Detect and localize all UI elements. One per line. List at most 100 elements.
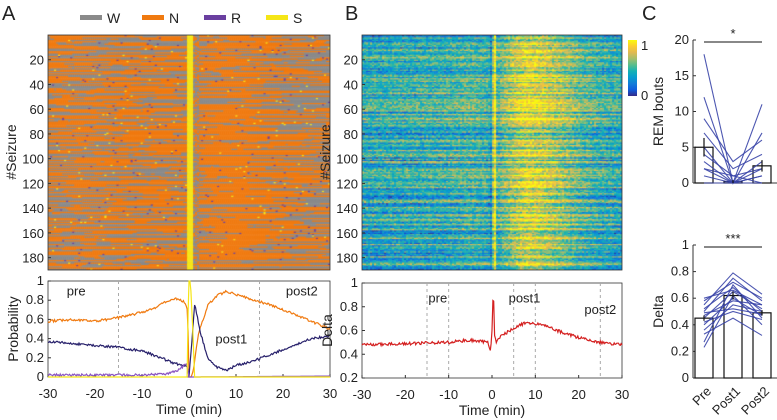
legend-swatch-R	[204, 15, 226, 20]
colorbar	[628, 40, 637, 96]
x-tick-label: -10	[133, 386, 152, 401]
subject-line	[703, 310, 763, 323]
y-tick-label: 0.4	[340, 346, 358, 361]
x-tick-label: 10	[528, 387, 542, 402]
bar-Pre	[694, 317, 714, 379]
y-tick-label: 0.2	[671, 343, 689, 358]
y-tick-label: 20	[30, 53, 44, 68]
significance-stars: ***	[725, 231, 740, 246]
y-tick-label: 0.6	[340, 323, 358, 338]
heatmap-frame	[361, 34, 623, 271]
y-tick-label: 120	[336, 176, 358, 191]
y-axis-label: Delta	[319, 314, 335, 347]
y-tick-label: 180	[336, 251, 358, 266]
subject-line	[703, 118, 763, 163]
x-tick-label: 20	[571, 387, 585, 402]
x-tick-label: -20	[86, 386, 105, 401]
y-axis-label: #Seizure	[3, 124, 19, 179]
x-tick-label: 0	[488, 387, 495, 402]
y-tick-label: 0.8	[26, 292, 44, 307]
y-axis-label: Probability	[5, 296, 21, 361]
y-tick-label: 120	[22, 176, 44, 191]
bar-Post2	[752, 312, 772, 379]
y-tick-label: 1	[37, 273, 44, 288]
x-tick-label-Post1: Post1	[709, 384, 743, 418]
x-tick-label: 30	[615, 387, 629, 402]
x-tick-label: 0	[185, 386, 192, 401]
y-tick-label: 1	[351, 275, 358, 290]
x-tick-label: -30	[353, 387, 372, 402]
legend-swatch-W	[80, 15, 102, 20]
subject-line	[703, 286, 763, 312]
y-tick-label: 0.2	[340, 370, 358, 385]
y-tick-label: 0.6	[671, 290, 689, 305]
x-axis-label: Time (min)	[459, 402, 525, 418]
subject-line	[703, 289, 763, 306]
legend-swatch-S	[266, 15, 288, 20]
x-tick-label-Post2: Post2	[738, 384, 772, 418]
x-tick-label: -30	[39, 386, 58, 401]
legend-swatch-N	[142, 15, 164, 20]
significance-stars: *	[730, 26, 735, 41]
subject-line	[703, 168, 763, 184]
y-tick-label: 160	[22, 226, 44, 241]
x-tick-label: -10	[439, 387, 458, 402]
epoch-label-post1: post1	[509, 290, 541, 305]
x-tick-label: 10	[229, 386, 243, 401]
epoch-label-post1: post1	[215, 332, 247, 347]
subject-line	[703, 132, 763, 170]
legend-label-N: N	[169, 10, 179, 26]
y-tick-label: 140	[336, 201, 358, 216]
legend-label-R: R	[231, 10, 241, 26]
y-tick-label: 20	[675, 32, 689, 47]
y-tick-label: 15	[675, 68, 689, 83]
y-tick-label: 0	[682, 370, 689, 385]
heatmap-frame	[47, 34, 331, 271]
panel-label-c: C	[642, 3, 656, 25]
epoch-label-post2: post2	[286, 284, 318, 299]
colorbar-min-label: 0	[641, 88, 648, 103]
y-tick-label: 0.4	[671, 317, 689, 332]
y-tick-label: 0	[37, 369, 44, 384]
series-line-S	[48, 280, 330, 378]
x-axis-label: Time (min)	[156, 401, 222, 417]
subject-line	[703, 308, 763, 315]
y-tick-label: 100	[336, 152, 358, 167]
legend-label-W: W	[107, 10, 121, 26]
y-tick-label: 160	[336, 226, 358, 241]
y-tick-label: 180	[22, 251, 44, 266]
y-axis-label: #Seizure	[317, 124, 333, 179]
y-tick-label: 0.2	[26, 350, 44, 365]
x-tick-label: 30	[323, 386, 337, 401]
y-tick-label: 10	[675, 104, 689, 119]
panel-label-b: B	[345, 3, 358, 25]
epoch-label-pre: pre	[428, 290, 447, 305]
heatmap-a	[48, 35, 330, 270]
y-axis-label: Delta	[650, 295, 666, 328]
x-tick-label: 20	[276, 386, 290, 401]
panel-label-a: A	[2, 3, 16, 25]
subject-line	[703, 283, 763, 343]
y-tick-label: 80	[344, 127, 358, 142]
subject-line	[703, 317, 763, 336]
epoch-label-pre: pre	[67, 284, 86, 299]
y-tick-label: 40	[30, 77, 44, 92]
y-tick-label: 60	[344, 102, 358, 117]
y-tick-label: 0	[682, 175, 689, 190]
heatmap-b	[362, 35, 622, 270]
colorbar-max-label: 1	[641, 38, 648, 53]
y-tick-label: 0.8	[671, 264, 689, 279]
y-tick-label: 0.4	[26, 331, 44, 346]
y-tick-label: 0.6	[26, 311, 44, 326]
y-axis-label: REM bouts	[650, 77, 666, 146]
y-tick-label: 20	[344, 53, 358, 68]
legend-label-S: S	[293, 10, 302, 26]
x-tick-label: -20	[396, 387, 415, 402]
y-tick-label: 100	[22, 152, 44, 167]
y-tick-label: 0.8	[340, 299, 358, 314]
y-tick-label: 80	[30, 127, 44, 142]
y-tick-label: 5	[682, 139, 689, 154]
y-tick-label: 60	[30, 102, 44, 117]
